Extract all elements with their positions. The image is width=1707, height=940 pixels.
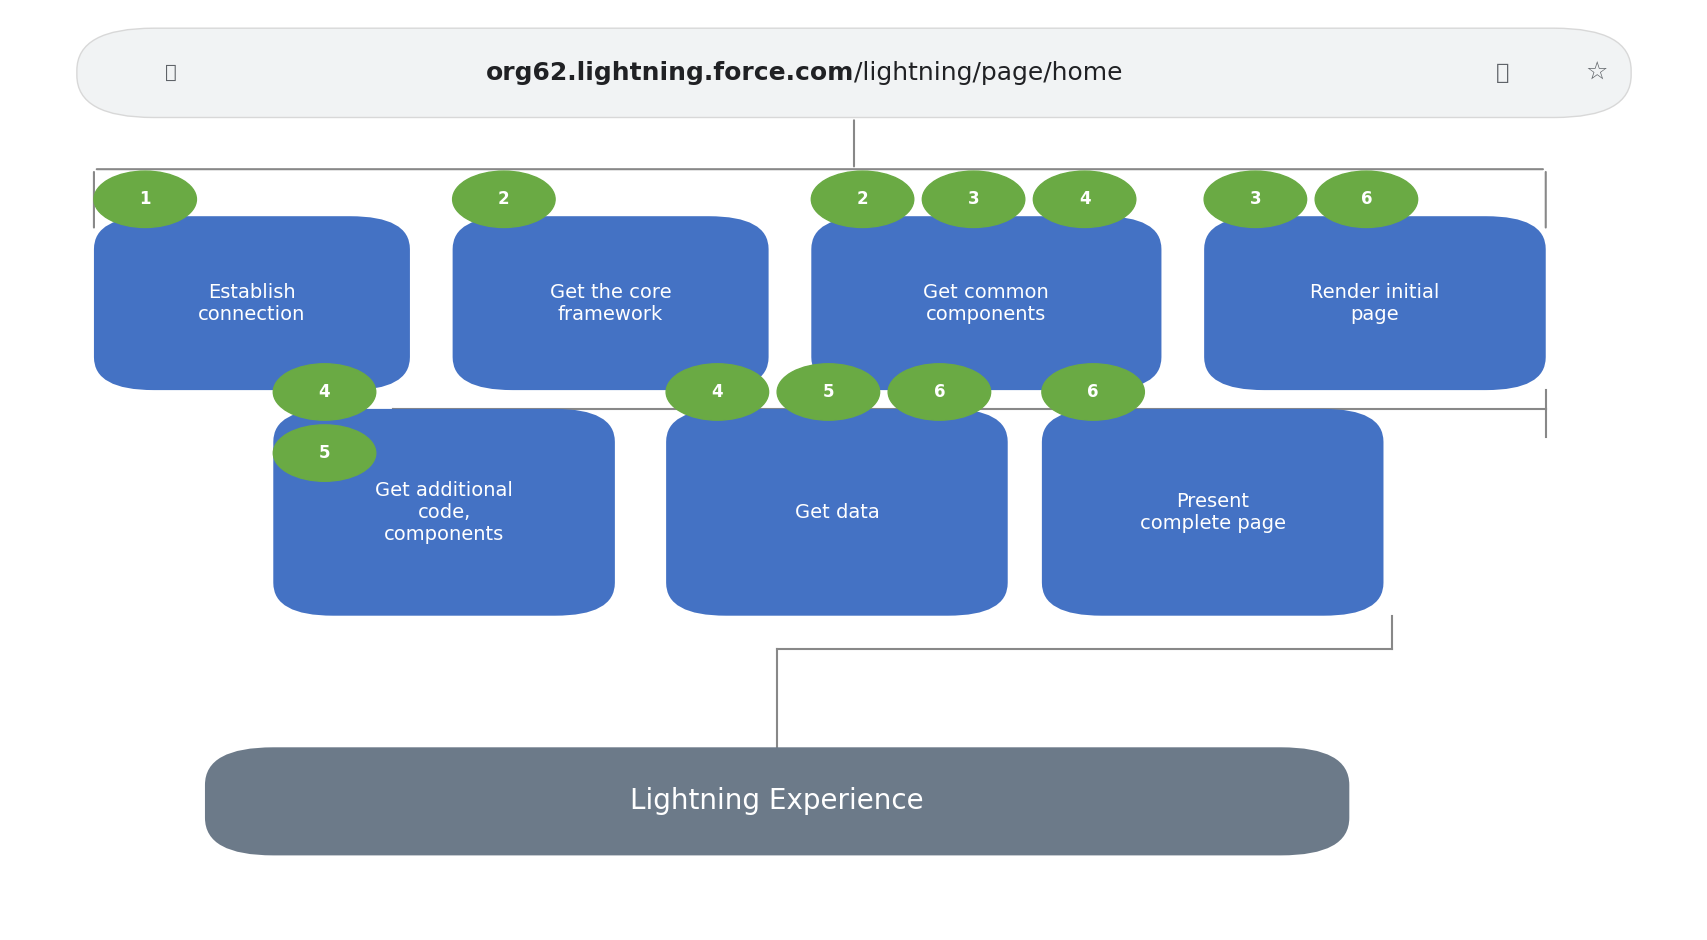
FancyBboxPatch shape (811, 216, 1161, 390)
Text: 6: 6 (1360, 190, 1371, 209)
Text: Render initial
page: Render initial page (1309, 283, 1439, 323)
Text: /lightning/page/home: /lightning/page/home (854, 61, 1121, 85)
Circle shape (888, 364, 990, 420)
FancyBboxPatch shape (273, 409, 615, 616)
Text: org62.lightning.force.com: org62.lightning.force.com (485, 61, 854, 85)
Text: Get common
components: Get common components (923, 283, 1048, 323)
Text: 1: 1 (140, 190, 150, 209)
Circle shape (273, 364, 376, 420)
Text: ⎙: ⎙ (1495, 63, 1509, 83)
Circle shape (273, 425, 376, 481)
FancyBboxPatch shape (452, 216, 768, 390)
Text: 4: 4 (319, 383, 329, 401)
FancyBboxPatch shape (666, 409, 1007, 616)
Circle shape (1041, 364, 1144, 420)
Text: 5: 5 (823, 383, 833, 401)
Text: 6: 6 (1087, 383, 1098, 401)
Text: 6: 6 (934, 383, 944, 401)
Circle shape (922, 171, 1024, 227)
Circle shape (811, 171, 913, 227)
Circle shape (1033, 171, 1135, 227)
Text: 4: 4 (1079, 190, 1089, 209)
Text: 3: 3 (1250, 190, 1260, 209)
Text: 2: 2 (498, 190, 509, 209)
Circle shape (1314, 171, 1417, 227)
Text: 4: 4 (712, 383, 722, 401)
FancyBboxPatch shape (77, 28, 1630, 118)
Text: Get data: Get data (794, 503, 879, 522)
Circle shape (452, 171, 555, 227)
FancyBboxPatch shape (1203, 216, 1545, 390)
FancyBboxPatch shape (1041, 409, 1383, 616)
Text: Get additional
code,
components: Get additional code, components (376, 480, 512, 544)
Text: ☆: ☆ (1584, 61, 1608, 85)
Text: Present
complete page: Present complete page (1139, 492, 1285, 533)
Text: 2: 2 (857, 190, 867, 209)
Circle shape (1203, 171, 1306, 227)
Text: 5: 5 (319, 444, 329, 462)
Circle shape (777, 364, 879, 420)
Circle shape (666, 364, 768, 420)
Text: 🔒: 🔒 (166, 63, 176, 83)
Text: Establish
connection: Establish connection (198, 283, 306, 323)
FancyBboxPatch shape (94, 216, 410, 390)
Circle shape (94, 171, 196, 227)
Text: Lightning Experience: Lightning Experience (630, 788, 923, 815)
Text: 3: 3 (968, 190, 978, 209)
FancyBboxPatch shape (205, 747, 1349, 855)
Text: Get the core
framework: Get the core framework (550, 283, 671, 323)
